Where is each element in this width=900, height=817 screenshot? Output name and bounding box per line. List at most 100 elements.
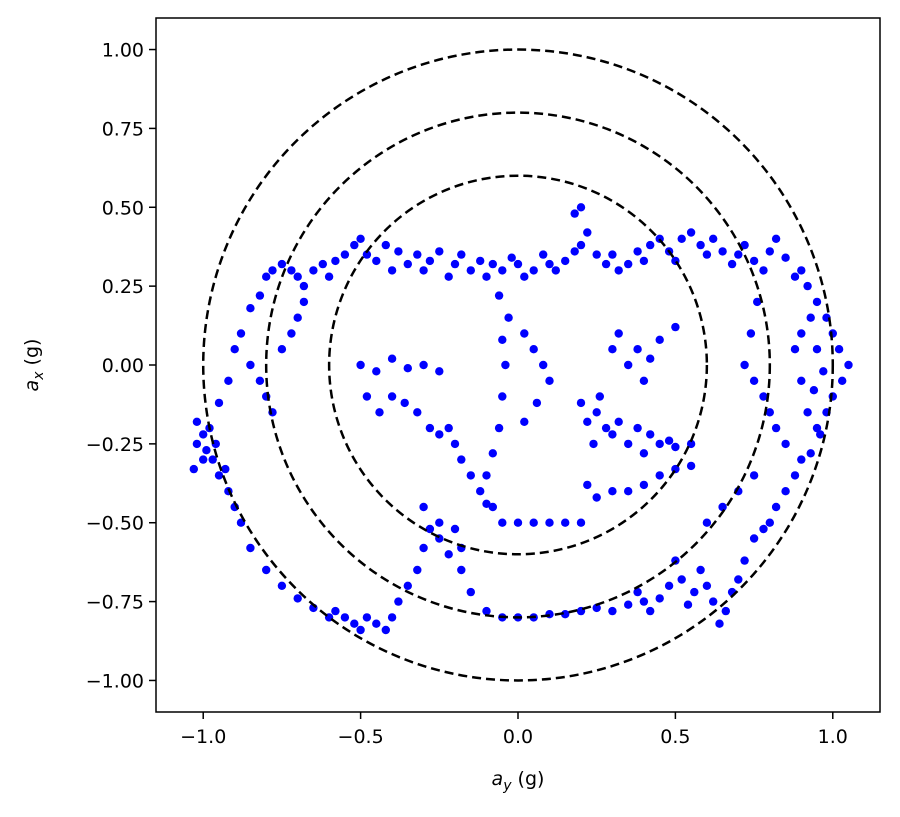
data-point [236,329,246,338]
x-tick-label: 1.0 [818,726,848,748]
data-point [655,594,664,603]
y-axis-label: ax (g) [21,339,47,392]
data-point [482,606,491,616]
data-point [765,518,774,527]
data-point [202,446,211,455]
data-point [425,423,435,433]
data-point [362,392,372,401]
data-point [545,259,554,269]
data-point [287,329,296,338]
data-point [740,360,749,370]
data-point [457,565,466,575]
data-point [482,272,491,281]
data-point [356,360,365,370]
data-point [381,240,390,250]
data-point [715,619,724,628]
data-point [413,565,422,575]
data-point [372,256,381,266]
data-point [790,272,800,281]
data-points [189,203,853,635]
data-point [576,240,586,250]
data-point [444,550,453,559]
data-point [816,430,825,439]
data-point [790,471,800,480]
data-point [435,247,444,256]
data-point [494,291,504,300]
x-tick-label: 0.5 [660,726,690,748]
data-point [309,266,318,275]
data-point [592,250,601,259]
data-point [828,329,837,338]
data-point [765,247,774,256]
data-point [686,228,696,237]
data-point [671,322,680,332]
reference-circle-r0-6 [327,174,709,556]
data-point [589,439,598,449]
y-tick-label: −0.25 [86,434,144,456]
data-point [277,345,287,354]
data-point [457,455,466,464]
data-point [387,266,397,275]
data-point [529,266,538,275]
data-point [425,256,435,266]
data-point [740,556,749,565]
data-point [834,345,844,354]
data-point [498,518,507,527]
reference-circle-r0-8 [264,111,772,619]
data-point [419,502,428,512]
data-point [790,345,800,354]
data-point [639,597,649,606]
data-point [759,266,768,275]
data-point [501,360,510,370]
data-point [702,518,712,527]
data-point [608,487,617,496]
data-point [476,487,485,496]
data-point [749,534,759,543]
data-point [819,367,828,376]
data-point [809,386,819,395]
data-point [803,281,812,291]
y-tick-label: 0.50 [102,197,144,219]
data-point [608,430,617,439]
data-point [797,455,806,464]
data-point [551,266,560,275]
data-point [356,234,365,243]
data-point [721,606,730,616]
data-point [444,423,453,433]
data-point [403,364,412,373]
data-point [324,272,334,281]
data-point [639,449,649,458]
data-point [381,625,390,635]
data-point [299,297,309,307]
data-point [520,272,529,281]
data-point [394,247,403,256]
data-point [781,487,790,496]
x-axis-label-base: a [492,768,504,790]
data-point [268,266,277,275]
data-point [633,423,642,433]
data-point [246,304,255,313]
data-point [214,471,224,480]
data-point [583,480,592,490]
data-point [230,345,239,354]
data-point [639,256,649,266]
x-tick-label: 0.0 [503,726,533,748]
data-point [759,524,768,534]
y-tick-label: 0.75 [102,118,144,140]
data-point [435,430,444,439]
data-point [419,360,428,370]
data-point [287,266,296,275]
data-point [633,587,642,597]
data-point [812,345,822,354]
data-point [482,471,491,480]
y-tick-label: −0.50 [86,513,144,535]
data-point [387,392,397,401]
data-point [570,247,579,256]
data-point [387,613,397,622]
data-point [570,209,579,218]
data-point [221,464,230,474]
data-point [646,606,655,616]
data-point [466,471,475,480]
